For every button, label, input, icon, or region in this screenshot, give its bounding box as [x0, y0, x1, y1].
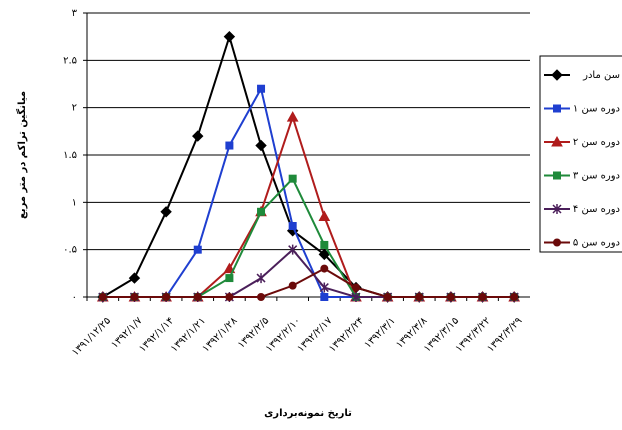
marker	[510, 293, 519, 301]
marker	[128, 272, 141, 284]
marker	[551, 69, 563, 81]
legend-label: دوره سن ۲	[573, 137, 620, 148]
marker	[415, 293, 424, 301]
y-tick-label: ۱.۵	[63, 150, 77, 161]
marker	[288, 222, 297, 230]
marker	[478, 293, 487, 301]
y-tick-label: ۱	[72, 197, 77, 208]
legend-label: سن مادر	[582, 70, 620, 81]
marker	[223, 262, 236, 274]
marker	[552, 204, 562, 214]
series-line	[102, 267, 515, 298]
marker	[288, 174, 297, 183]
marker	[553, 104, 561, 113]
marker	[192, 130, 204, 142]
marker	[288, 244, 298, 255]
marker	[256, 273, 266, 284]
marker	[130, 293, 139, 301]
y-tick-label: ۳	[72, 8, 78, 19]
y-axis-label: میانگین تراکم در متر مربع	[15, 91, 28, 219]
x-tick-label: ۱۳۹۲/۳/۱	[363, 315, 398, 350]
marker	[320, 240, 329, 249]
marker	[193, 293, 202, 301]
marker	[225, 274, 234, 283]
marker	[225, 141, 234, 150]
marker	[551, 135, 563, 147]
legend-label: دوره سن ۴	[573, 204, 620, 215]
marker	[162, 293, 171, 301]
x-tick-label: ۱۳۹۲/۱/۲۸	[201, 315, 241, 355]
marker	[257, 293, 266, 301]
marker	[320, 264, 329, 273]
y-tick-label: ۰	[72, 292, 77, 303]
marker	[98, 293, 107, 301]
x-tick-label: ۱۳۹۲/۳/۲۹	[485, 315, 524, 354]
marker	[318, 210, 331, 222]
marker	[257, 207, 266, 216]
marker	[319, 282, 329, 293]
marker	[383, 293, 392, 301]
y-tick-label: ۲	[72, 103, 77, 114]
marker	[351, 292, 361, 302]
y-tick-label: ۰.۵	[63, 245, 77, 256]
y-tick-label: ۲.۵	[63, 55, 77, 66]
x-axis-label: تاریخ نمونه‌برداری	[264, 408, 352, 419]
marker	[553, 238, 561, 247]
marker	[286, 111, 299, 122]
marker	[288, 281, 297, 290]
legend-box	[539, 55, 622, 253]
x-tick-label: ۱۳۹۱/۱۲/۲۵	[70, 315, 113, 358]
legend-label: دوره سن ۱	[573, 104, 620, 115]
marker	[193, 245, 202, 254]
marker	[318, 248, 331, 261]
marker	[446, 293, 455, 301]
marker	[255, 139, 267, 152]
x-tick-label: ۱۳۹۲/۲/۲۴	[327, 315, 366, 354]
legend-label: دوره سن ۵	[573, 238, 620, 249]
marker	[351, 283, 360, 292]
marker	[553, 171, 561, 180]
marker	[257, 84, 266, 93]
series-line	[102, 176, 515, 298]
marker	[320, 293, 329, 301]
marker	[225, 293, 234, 301]
series-line	[102, 85, 515, 298]
series-line	[102, 248, 515, 298]
marker	[160, 206, 172, 218]
legend-label: دوره سن ۳	[573, 171, 620, 182]
marker	[223, 30, 236, 43]
